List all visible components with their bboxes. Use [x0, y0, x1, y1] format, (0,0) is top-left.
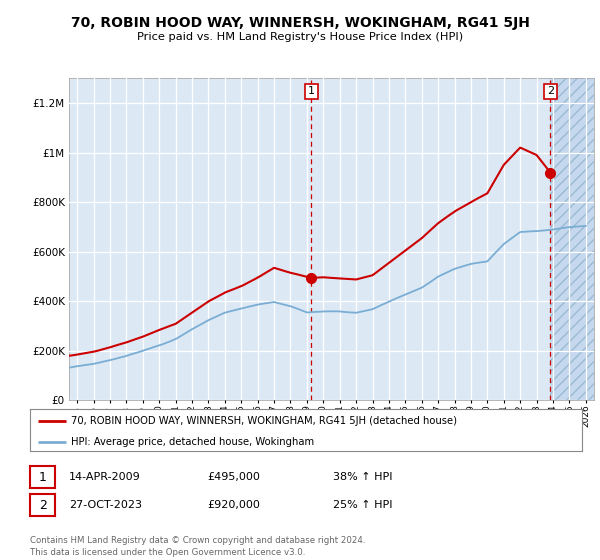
Text: 1: 1 [308, 86, 315, 96]
Text: 27-OCT-2023: 27-OCT-2023 [69, 500, 142, 510]
Text: 2: 2 [547, 86, 554, 96]
Text: 14-APR-2009: 14-APR-2009 [69, 472, 141, 482]
Text: Price paid vs. HM Land Registry's House Price Index (HPI): Price paid vs. HM Land Registry's House … [137, 32, 463, 43]
Text: £920,000: £920,000 [207, 500, 260, 510]
Text: 2: 2 [38, 498, 47, 512]
Text: 1: 1 [38, 470, 47, 484]
Text: HPI: Average price, detached house, Wokingham: HPI: Average price, detached house, Woki… [71, 437, 314, 446]
Text: Contains HM Land Registry data © Crown copyright and database right 2024.
This d: Contains HM Land Registry data © Crown c… [30, 536, 365, 557]
Text: 70, ROBIN HOOD WAY, WINNERSH, WOKINGHAM, RG41 5JH (detached house): 70, ROBIN HOOD WAY, WINNERSH, WOKINGHAM,… [71, 416, 457, 426]
Text: 25% ↑ HPI: 25% ↑ HPI [333, 500, 392, 510]
Text: 38% ↑ HPI: 38% ↑ HPI [333, 472, 392, 482]
Text: £495,000: £495,000 [207, 472, 260, 482]
Text: 70, ROBIN HOOD WAY, WINNERSH, WOKINGHAM, RG41 5JH: 70, ROBIN HOOD WAY, WINNERSH, WOKINGHAM,… [71, 16, 529, 30]
